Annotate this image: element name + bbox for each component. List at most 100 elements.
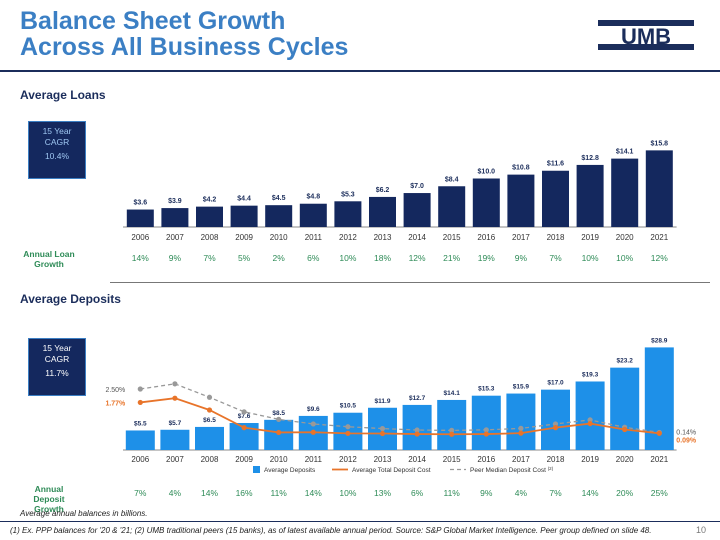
deposits-tick-label: 2007: [166, 455, 184, 464]
deposits-tick-label: 2016: [477, 455, 495, 464]
total-deposit-cost-point: [518, 430, 524, 436]
loans-bar-label: $8.4: [445, 176, 459, 183]
peer-median-cost-point: [137, 386, 143, 392]
peer-median-cost-point: [310, 421, 316, 427]
peer-median-cost-point: [552, 421, 559, 427]
deposits-tick-label: 2006: [131, 455, 149, 464]
section-divider: [110, 282, 710, 283]
deposits-cagr-line2: CAGR: [44, 354, 70, 364]
deposits-tick-label: 2019: [581, 455, 599, 464]
total-deposit-cost-point: [587, 420, 593, 427]
total-deposit-cost-point: [241, 425, 247, 431]
total-deposit-cost-point: [414, 431, 420, 437]
deposits-bar-label: $9.6: [307, 406, 320, 413]
loan-growth-value: 12%: [650, 253, 668, 263]
deposits-tick-label: 2009: [235, 455, 253, 464]
deposit-growth-value: 14%: [200, 488, 218, 498]
legend-deposits-label: Average Deposits: [264, 467, 316, 474]
loan-growth-value: 9%: [168, 253, 182, 263]
loans-bar-label: $5.3: [341, 191, 355, 198]
deposits-bar-label: $14.1: [444, 390, 461, 397]
total-deposit-cost-point: [449, 431, 455, 437]
loan-growth-value: 10%: [339, 253, 357, 263]
deposit-growth-value: 7%: [549, 488, 562, 498]
deposit-growth-value: 9%: [480, 488, 493, 498]
loan-growth-value: 19%: [477, 253, 495, 263]
loans-bar: [542, 170, 569, 227]
deposit-growth-value: 6%: [410, 488, 424, 498]
loans-tick-label: 2013: [374, 233, 392, 242]
loans-bar-label: $4.5: [272, 195, 286, 202]
deposits-bar-label: $10.5: [340, 403, 357, 410]
title-line-2: Across All Business Cycles: [20, 33, 349, 61]
deposits-bar: [437, 399, 467, 450]
loan-growth-value: 10%: [616, 253, 634, 263]
loans-tick-label: 2016: [477, 233, 495, 242]
loans-tick-label: 2012: [339, 233, 357, 242]
loan-growth-value: 21%: [443, 253, 461, 263]
loan-growth-value: 10%: [581, 253, 599, 263]
deposit-growth-value: 11%: [270, 488, 287, 498]
deposit-growth-value: 11%: [443, 488, 460, 498]
page-title: Balance Sheet Growth Across All Business…: [20, 8, 348, 60]
cost-first-label: 1.77%: [105, 400, 126, 407]
loans-tick-label: 2007: [166, 233, 184, 242]
loans-section-title: Average Loans: [20, 88, 106, 102]
loans-cagr-box: 15 Year CAGR 10.4%: [28, 121, 86, 179]
peer-median-cost-point: [206, 394, 213, 400]
peer-last-label: 0.14%: [676, 429, 696, 436]
loans-tick-label: 2019: [581, 233, 599, 242]
loans-bar-label: $7.0: [410, 183, 424, 190]
loans-bar: [611, 158, 639, 227]
deposits-bar: [125, 430, 155, 450]
loan-growth-value: 14%: [131, 253, 149, 263]
deposit-growth-value: 7%: [134, 488, 147, 498]
deposits-bar: [541, 389, 570, 450]
deposits-bar: [195, 426, 224, 450]
deposits-tick-label: 2008: [201, 455, 219, 464]
peer-median-cost-point: [414, 427, 420, 433]
loan-growth-value: 2%: [272, 253, 285, 263]
peer-median-cost-point: [276, 416, 282, 422]
loans-bar: [126, 209, 154, 227]
footer-rule: [0, 521, 720, 522]
deposits-tick-label: 2013: [374, 455, 392, 464]
loans-tick-label: 2021: [650, 233, 668, 242]
deposits-bar-label: $23.2: [617, 358, 634, 365]
peer-median-cost-point: [518, 425, 524, 431]
deposits-bar: [575, 381, 605, 450]
peer-first-label: 2.50%: [105, 387, 125, 394]
deposits-cagr-box: 15 Year CAGR 11.7%: [28, 338, 86, 396]
logo-text: UMB: [621, 24, 671, 49]
deposits-bar-label: $15.3: [478, 386, 495, 393]
total-deposit-cost-point: [552, 425, 559, 431]
loans-bar-label: $3.6: [133, 200, 147, 207]
loans-bar-label: $3.9: [168, 198, 182, 205]
total-deposit-cost-point: [622, 426, 628, 433]
total-deposit-cost-point: [276, 429, 282, 436]
total-deposit-cost-point: [483, 431, 489, 437]
deposit-growth-label: Annual Deposit Growth: [33, 484, 65, 514]
deposits-tick-label: 2020: [616, 455, 634, 464]
deposits-tick-label: 2017: [512, 455, 530, 464]
total-deposit-cost-point: [379, 430, 386, 437]
peer-median-cost-line: [140, 383, 660, 434]
loans-bar: [645, 150, 673, 227]
loans-bar: [334, 201, 362, 227]
deposit-growth-value: 14%: [581, 488, 599, 498]
deposits-bar-label: $17.0: [547, 380, 564, 387]
loans-bar-label: $12.8: [581, 155, 599, 162]
peer-median-cost-point: [345, 424, 351, 430]
loans-tick-label: 2020: [616, 233, 634, 242]
loans-bar: [472, 178, 500, 227]
legend-cost-label: Average Total Deposit Cost: [352, 467, 431, 474]
loans-cagr-line2: CAGR: [44, 137, 70, 147]
loans-bar-label: $11.6: [547, 161, 564, 168]
loans-bar: [403, 193, 431, 227]
deposits-combo-chart: $5.5 2006 $5.7 2007 $6.5 2008 $7.6 2009 $8.5 2010…: [105, 337, 696, 474]
loans-bar-label: $4.4: [237, 196, 251, 203]
deposits-bar: [506, 393, 536, 450]
total-deposit-cost-point: [206, 407, 213, 413]
deposits-bar: [160, 429, 190, 450]
deposits-bar-label: $6.5: [203, 417, 216, 424]
